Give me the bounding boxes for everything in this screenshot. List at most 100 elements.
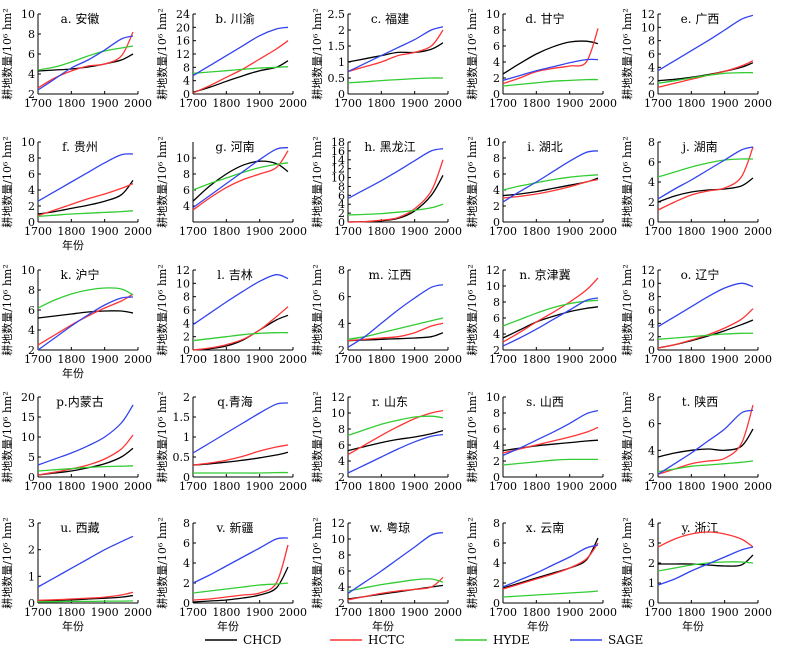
panel-title: m. 江西 — [368, 268, 411, 282]
series-line-hctc — [347, 409, 444, 456]
series-line-sage — [347, 148, 444, 199]
series-line-sage — [657, 14, 754, 72]
y-tick-label: 6 — [183, 184, 190, 197]
x-tick-label: 1700 — [644, 480, 672, 493]
legend-item-hctc: HCTC — [330, 633, 405, 647]
x-tick-label: 1900 — [246, 225, 274, 238]
y-tick-label: 10 — [331, 407, 345, 420]
series-line-hyde — [657, 332, 754, 340]
series-line-chcd — [502, 40, 599, 75]
x-tick-label: 1900 — [91, 480, 119, 493]
x-tick-label: 1800 — [522, 353, 550, 366]
panel-23: 2 4 6 8 10 12 1700 1800 1900 2000 w. 粤琼 耕地数量/10⁶ hm… — [310, 517, 462, 633]
y-tick-label: 10 — [331, 172, 345, 185]
series-line-hctc — [192, 544, 289, 601]
x-tick-label: 1800 — [212, 353, 240, 366]
series-line-hctc — [657, 531, 754, 548]
x-tick-label: 1700 — [644, 606, 672, 619]
panel-18: 2 4 6 8 10 12 1700 1800 1900 2000 r. 山东 耕地数量/10⁶ hm… — [310, 391, 462, 493]
x-axis-label: 年份 — [217, 619, 239, 633]
x-tick-label: 1700 — [489, 97, 517, 110]
y-tick-label: 0 — [28, 597, 35, 610]
x-tick-label: 1800 — [677, 225, 705, 238]
series-line-chcd — [37, 179, 134, 215]
series-line-chcd — [347, 332, 444, 342]
y-tick-label: 1 — [338, 56, 345, 69]
series-line-hyde — [37, 210, 134, 218]
series-line-hctc — [502, 426, 599, 454]
y-tick-label: 6 — [338, 439, 345, 452]
y-tick-label: 0 — [648, 216, 655, 229]
series-line-hyde — [657, 72, 754, 84]
x-tick-label: 2000 — [589, 606, 617, 619]
x-tick-label: 1800 — [212, 480, 240, 493]
y-tick-label: 2 — [493, 200, 500, 213]
x-tick-label: 1800 — [367, 480, 395, 493]
series-line-chcd — [657, 428, 754, 458]
series-line-chcd — [347, 42, 444, 63]
y-tick-label: 4 — [493, 184, 500, 197]
x-tick-label: 1700 — [24, 480, 52, 493]
series-line-sage — [192, 274, 289, 326]
y-tick-label: 20 — [21, 391, 35, 404]
series-line-sage — [192, 26, 289, 77]
series-line-hyde — [37, 45, 134, 71]
y-tick-label: 6 — [338, 291, 345, 304]
y-tick-label: 8 — [183, 291, 190, 304]
series-line-sage — [347, 433, 444, 474]
panel-title: h. 黑龙江 — [364, 140, 415, 154]
series-line-chcd — [192, 451, 289, 466]
y-axis-label: 耕地数量/10⁶ hm² — [310, 391, 324, 483]
y-tick-label: 1.5 — [328, 40, 346, 53]
y-tick-label: 4 — [493, 439, 500, 452]
series-line-hctc — [37, 293, 134, 346]
series-line-hyde — [192, 332, 289, 342]
x-tick-label: 1800 — [677, 606, 705, 619]
y-axis-label: 耕地数量/10⁶ hm² — [0, 8, 14, 100]
y-tick-label: 12 — [486, 264, 500, 277]
y-tick-label: 6 — [648, 304, 655, 317]
y-tick-label: 2.5 — [328, 8, 346, 21]
y-axis-label: 耕地数量/10⁶ hm² — [310, 264, 324, 356]
x-axis-label: 年份 — [62, 366, 84, 380]
y-axis-label: 耕地数量/10⁶ hm² — [310, 517, 324, 609]
x-tick-label: 2000 — [744, 480, 772, 493]
series-line-hctc — [192, 150, 289, 211]
x-tick-label: 2000 — [434, 97, 462, 110]
y-tick-label: 8 — [183, 517, 190, 530]
x-tick-label: 2000 — [124, 480, 152, 493]
y-tick-label: 3 — [28, 517, 35, 530]
series-line-hyde — [347, 317, 444, 340]
y-tick-label: 0 — [28, 471, 35, 484]
y-axis-label: 耕地数量/10⁶ hm² — [0, 264, 14, 356]
series-line-hyde — [657, 460, 754, 473]
y-tick-label: 6 — [338, 565, 345, 578]
y-tick-label: 2 — [28, 344, 35, 357]
series-line-sage — [657, 146, 754, 200]
y-tick-label: 10 — [331, 533, 345, 546]
x-tick-label: 1700 — [179, 353, 207, 366]
y-tick-label: 2 — [338, 207, 345, 220]
y-tick-label: 0 — [648, 597, 655, 610]
x-tick-label: 2000 — [124, 353, 152, 366]
y-tick-label: 6 — [183, 304, 190, 317]
panel-title: f. 贵州 — [62, 140, 98, 154]
y-tick-label: 6 — [28, 168, 35, 181]
x-tick-label: 1700 — [179, 97, 207, 110]
panel-title: j. 湖南 — [680, 139, 717, 154]
series-line-hctc — [502, 542, 599, 590]
y-tick-label: 8 — [338, 423, 345, 436]
y-tick-label: 0 — [648, 88, 655, 101]
x-tick-label: 1700 — [179, 225, 207, 238]
x-tick-label: 1800 — [367, 97, 395, 110]
y-axis-label: 耕地数量/10⁶ hm² — [620, 136, 634, 228]
x-tick-label: 1700 — [644, 97, 672, 110]
x-axis-label: 年份 — [62, 238, 84, 252]
x-tick-label: 1800 — [522, 480, 550, 493]
panel-24: 0 2 4 6 8 1700 1800 1900 2000 x. 云南 耕地数量/10⁶ hm² 年份 — [465, 517, 617, 633]
series-line-sage — [37, 404, 134, 466]
x-tick-label: 1800 — [677, 97, 705, 110]
y-tick-label: 0 — [338, 88, 345, 101]
